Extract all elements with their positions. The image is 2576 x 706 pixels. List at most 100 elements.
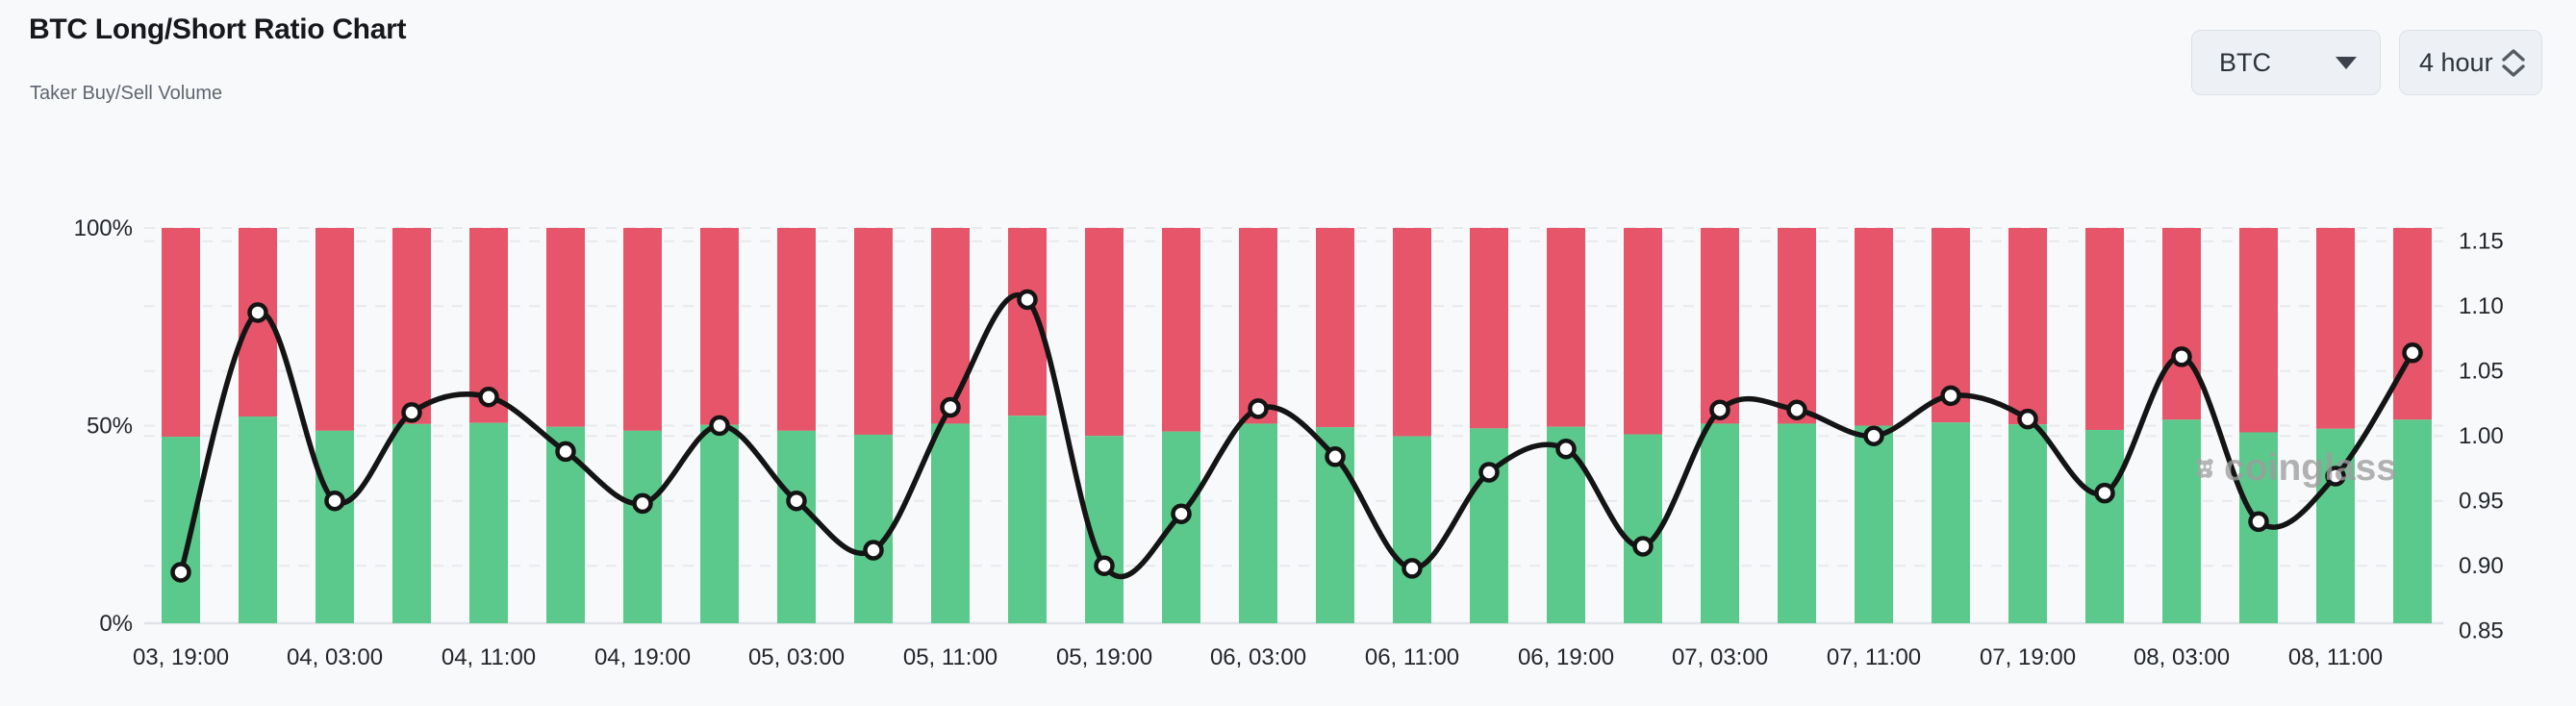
ratio-line-marker[interactable] — [940, 396, 961, 418]
bar-long-segment[interactable] — [623, 430, 662, 623]
ratio-line-marker[interactable] — [1555, 438, 1577, 460]
bar-long-segment[interactable] — [2162, 419, 2201, 623]
ratio-line-marker[interactable] — [786, 490, 807, 512]
ratio-line-marker[interactable] — [2325, 466, 2346, 487]
ratio-line-marker[interactable] — [2402, 342, 2423, 364]
bar-short-segment[interactable] — [1778, 228, 1816, 424]
x-axis-tick-label: 04, 19:00 — [594, 644, 691, 670]
ratio-line-marker[interactable] — [247, 302, 268, 323]
left-axis-tick-0%: 0% — [99, 611, 133, 637]
bar-long-segment[interactable] — [1239, 423, 1277, 623]
x-axis-tick-label: 08, 11:00 — [2288, 644, 2383, 670]
ratio-line-marker[interactable] — [632, 492, 653, 515]
bar-short-segment[interactable] — [700, 228, 739, 425]
bar-long-segment[interactable] — [469, 422, 508, 623]
bar-long-segment[interactable] — [2008, 424, 2047, 623]
bar-short-segment[interactable] — [1239, 228, 1277, 424]
x-axis-tick-label: 07, 19:00 — [1980, 644, 2076, 670]
bar-short-segment[interactable] — [1470, 228, 1508, 429]
right-axis-tick-0.95: 0.95 — [2459, 489, 2504, 515]
bar-long-segment[interactable] — [1008, 416, 1047, 623]
bar-short-segment[interactable] — [162, 228, 200, 438]
bar-long-segment[interactable] — [1778, 423, 1816, 623]
bar-short-segment[interactable] — [1393, 228, 1431, 437]
bar-short-segment[interactable] — [2393, 228, 2432, 420]
ratio-line-marker[interactable] — [170, 562, 191, 583]
bar-short-segment[interactable] — [2316, 228, 2355, 429]
bar-long-segment[interactable] — [700, 424, 739, 623]
bar-long-segment[interactable] — [1701, 423, 1739, 623]
ratio-line-marker[interactable] — [2171, 346, 2192, 367]
bar-short-segment[interactable] — [316, 228, 354, 431]
ratio-line-marker[interactable] — [401, 402, 422, 423]
ratio-line-marker[interactable] — [1863, 425, 1884, 446]
bar-long-segment[interactable] — [392, 423, 431, 623]
ratio-line-marker[interactable] — [1094, 555, 1115, 576]
bar-short-segment[interactable] — [1855, 228, 1893, 426]
bar-short-segment[interactable] — [546, 228, 585, 427]
x-axis-tick-label: 04, 03:00 — [287, 644, 383, 670]
bar-long-segment[interactable] — [239, 416, 277, 623]
left-axis-tick-50%: 50% — [87, 414, 133, 440]
right-axis-tick-1.10: 1.10 — [2459, 293, 2504, 319]
interval-select[interactable]: 4 hour — [2399, 30, 2542, 95]
ratio-line-marker[interactable] — [1709, 399, 1730, 420]
bar-short-segment[interactable] — [623, 228, 662, 431]
bar-short-segment[interactable] — [2162, 228, 2201, 420]
bar-long-segment[interactable] — [2393, 419, 2432, 623]
bar-long-segment[interactable] — [1470, 428, 1508, 623]
bar-short-segment[interactable] — [854, 228, 893, 435]
bar-short-segment[interactable] — [2239, 228, 2278, 433]
page-subtitle: Taker Buy/Sell Volume — [30, 83, 223, 104]
ratio-line-marker[interactable] — [2094, 482, 2115, 504]
bar-long-segment[interactable] — [162, 437, 200, 623]
ratio-line-marker[interactable] — [1248, 398, 1269, 419]
x-axis-tick-label: 06, 11:00 — [1365, 644, 1459, 670]
bar-short-segment[interactable] — [2085, 228, 2124, 431]
ratio-line-marker[interactable] — [555, 441, 576, 463]
ratio-line-marker[interactable] — [324, 490, 345, 512]
bar-short-segment[interactable] — [1316, 228, 1354, 428]
ratio-line-marker[interactable] — [1017, 289, 1038, 311]
symbol-select[interactable]: BTC — [2191, 30, 2381, 95]
bar-long-segment[interactable] — [1393, 436, 1431, 623]
chevron-down-icon — [2336, 56, 2357, 69]
bar-long-segment[interactable] — [777, 430, 816, 623]
bar-short-segment[interactable] — [777, 228, 816, 431]
page-title: BTC Long/Short Ratio Chart — [29, 13, 407, 45]
bar-short-segment[interactable] — [392, 228, 431, 424]
ratio-line-marker[interactable] — [478, 386, 499, 408]
ratio-line-marker[interactable] — [1171, 503, 1192, 524]
ratio-line-marker[interactable] — [2248, 511, 2269, 533]
bar-short-segment[interactable] — [931, 228, 970, 424]
bar-short-segment[interactable] — [1624, 228, 1662, 435]
ratio-line-marker[interactable] — [709, 415, 730, 437]
bar-short-segment[interactable] — [1162, 228, 1200, 432]
right-axis-tick-1.15: 1.15 — [2459, 229, 2504, 255]
bar-long-segment[interactable] — [316, 430, 354, 623]
ratio-line-marker[interactable] — [1325, 446, 1346, 467]
x-axis-tick-label: 05, 03:00 — [748, 644, 845, 670]
bar-short-segment[interactable] — [1701, 228, 1739, 424]
bar-long-segment[interactable] — [931, 423, 970, 623]
bar-short-segment[interactable] — [1547, 228, 1585, 427]
bar-short-segment[interactable] — [2008, 228, 2047, 425]
x-axis-tick-label: 04, 11:00 — [442, 644, 536, 670]
ratio-line-marker[interactable] — [863, 540, 884, 561]
x-axis-tick-label: 03, 19:00 — [133, 644, 229, 670]
ratio-line-marker[interactable] — [1402, 558, 1423, 579]
bar-long-segment[interactable] — [854, 434, 893, 623]
updown-stepper-icon — [2501, 48, 2526, 77]
bar-long-segment[interactable] — [2085, 430, 2124, 623]
bar-long-segment[interactable] — [1932, 422, 1970, 623]
ratio-line-marker[interactable] — [2017, 408, 2038, 430]
ratio-line-marker[interactable] — [1478, 462, 1500, 483]
ratio-line-marker[interactable] — [1940, 385, 1961, 407]
bar-short-segment[interactable] — [1085, 228, 1124, 437]
bar-long-segment[interactable] — [1855, 425, 1893, 624]
ratio-line-marker[interactable] — [1632, 536, 1654, 557]
bar-long-segment[interactable] — [1624, 434, 1662, 623]
ratio-line-marker[interactable] — [1786, 399, 1807, 420]
